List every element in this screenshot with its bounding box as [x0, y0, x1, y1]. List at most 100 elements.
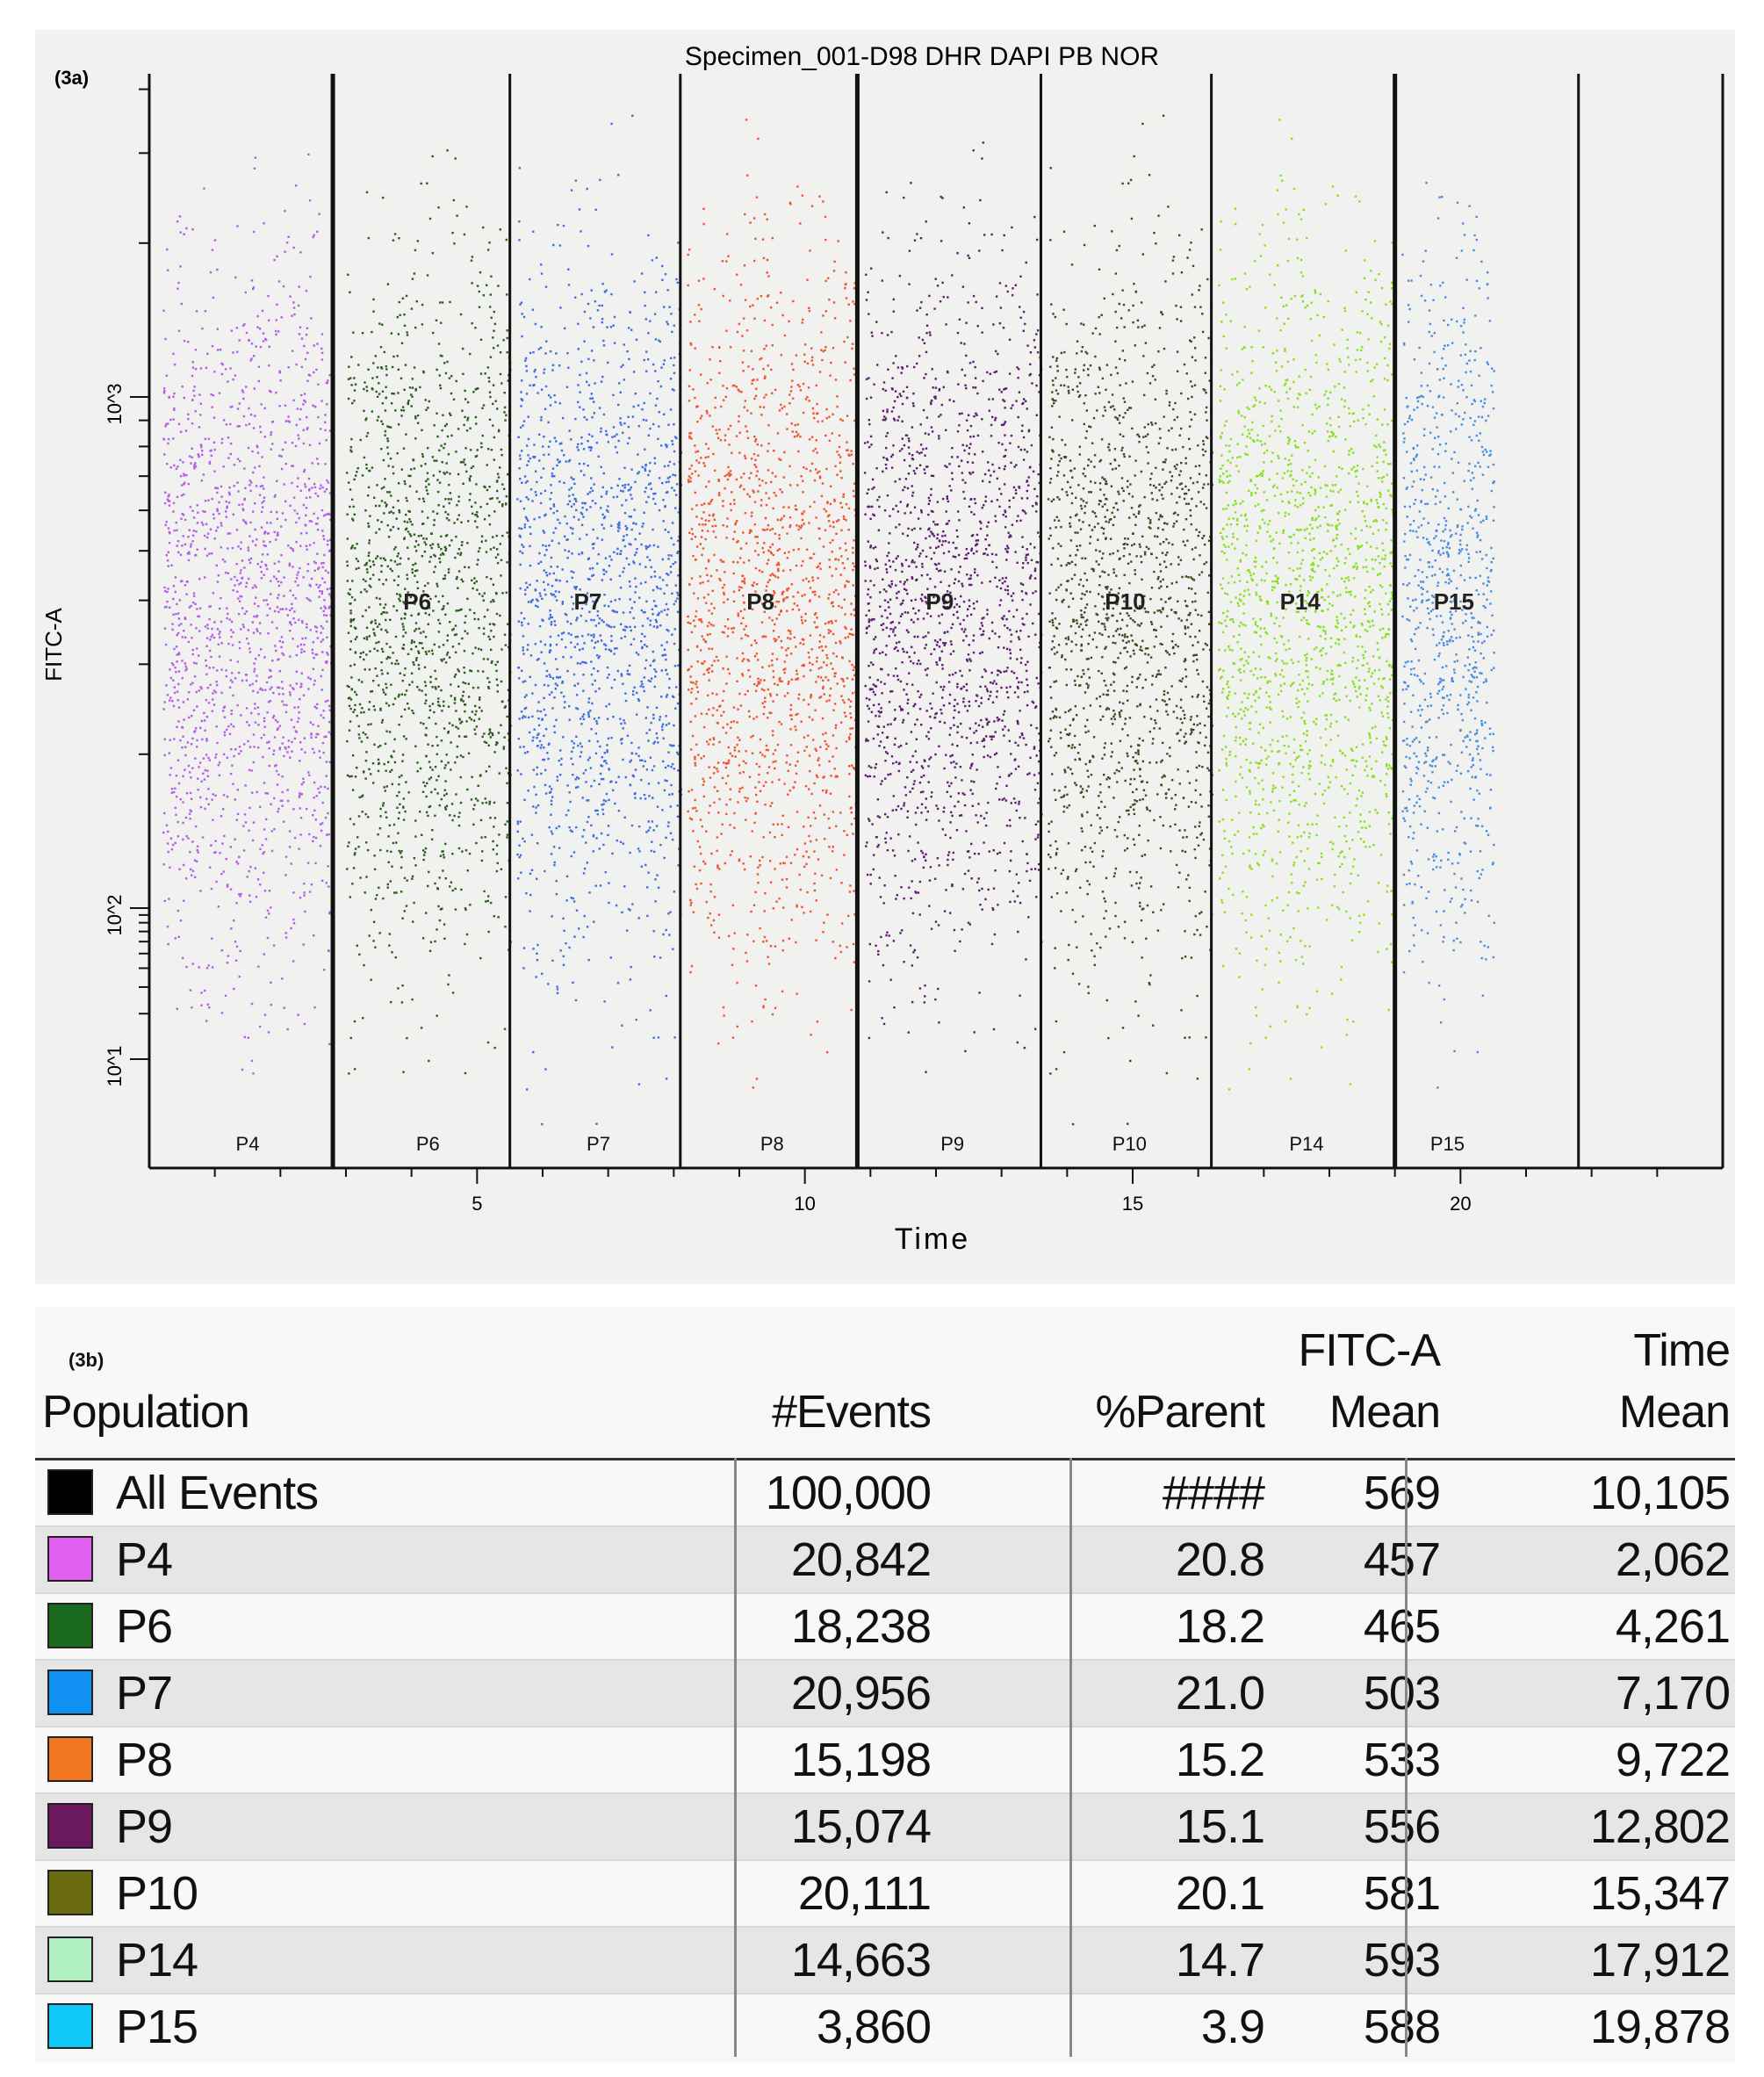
- event-dot: [170, 791, 173, 794]
- event-dot: [385, 631, 389, 634]
- event-dot: [486, 464, 488, 466]
- event-dot: [273, 530, 276, 534]
- event-dot: [401, 406, 405, 408]
- event-dot: [571, 576, 573, 580]
- event-dot: [350, 688, 354, 690]
- event-dot: [548, 651, 551, 653]
- event-dot: [848, 738, 851, 740]
- event-dot: [430, 838, 434, 840]
- event-dot: [425, 486, 428, 488]
- event-dot: [313, 371, 315, 374]
- event-dot: [353, 377, 356, 379]
- event-dot: [318, 750, 320, 753]
- event-dot: [446, 149, 449, 152]
- event-dot: [300, 672, 303, 674]
- event-dot: [557, 518, 559, 521]
- event-dot: [671, 388, 674, 391]
- event-dot: [550, 623, 553, 626]
- event-dot: [624, 699, 628, 703]
- event-dot: [578, 927, 580, 930]
- event-dot: [632, 522, 635, 524]
- event-dot: [618, 382, 621, 385]
- event-dot: [543, 683, 546, 687]
- event-dot: [560, 638, 564, 641]
- event-dot: [544, 728, 548, 731]
- event-dot: [632, 405, 635, 408]
- event-dot: [617, 530, 620, 532]
- event-dot: [194, 368, 198, 371]
- event-dot: [663, 413, 666, 415]
- event-dot: [591, 489, 594, 493]
- event-dot: [445, 534, 449, 537]
- event-dot: [815, 749, 817, 752]
- event-dot: [280, 525, 283, 528]
- event-dot: [414, 417, 417, 420]
- event-dot: [551, 616, 554, 619]
- event-dot: [464, 907, 467, 910]
- event-dot: [458, 811, 461, 814]
- event-dot: [255, 596, 257, 599]
- event-dot: [616, 610, 618, 614]
- event-dot: [380, 487, 384, 490]
- event-dot: [622, 758, 624, 761]
- event-dot: [266, 909, 270, 912]
- event-dot: [566, 784, 569, 787]
- event-dot: [414, 745, 417, 747]
- event-dot: [593, 400, 595, 403]
- event-dot: [364, 381, 366, 384]
- event-dot: [614, 445, 617, 449]
- event-dot: [180, 517, 183, 520]
- event-dot: [373, 634, 377, 637]
- event-dot: [771, 619, 774, 622]
- event-dot: [295, 670, 298, 673]
- event-dot: [454, 556, 457, 559]
- event-dot: [312, 404, 314, 407]
- event-dot: [459, 553, 462, 556]
- event-dot: [237, 671, 241, 674]
- event-dot: [652, 765, 656, 768]
- event-dot: [454, 651, 457, 653]
- event-dot: [449, 621, 451, 624]
- event-dot: [346, 868, 349, 870]
- event-dot: [453, 522, 456, 524]
- event-dot: [255, 345, 257, 348]
- event-dot: [463, 233, 466, 236]
- event-dot: [397, 662, 400, 666]
- event-dot: [448, 544, 451, 547]
- event-dot: [355, 474, 357, 477]
- event-dot: [639, 759, 642, 761]
- event-dot: [434, 940, 436, 943]
- event-dot: [193, 467, 196, 470]
- event-dot: [261, 309, 264, 313]
- event-dot: [194, 349, 198, 351]
- event-dot: [378, 597, 381, 600]
- event-dot: [328, 885, 330, 888]
- event-dot: [440, 658, 443, 661]
- event-dot: [389, 880, 392, 883]
- event-dot: [605, 792, 608, 796]
- event-dot: [316, 343, 319, 345]
- event-dot: [593, 412, 595, 415]
- event-dot: [255, 896, 258, 898]
- event-dot: [305, 496, 308, 500]
- event-dot: [554, 682, 558, 685]
- event-dot: [457, 670, 460, 673]
- event-dot: [302, 777, 305, 780]
- event-dot: [554, 590, 558, 593]
- event-dot: [577, 785, 580, 789]
- event-dot: [486, 1041, 490, 1044]
- event-dot: [208, 552, 211, 555]
- event-dot: [396, 555, 399, 558]
- event-dot: [521, 313, 523, 315]
- event-dot: [380, 500, 384, 502]
- event-dot: [364, 733, 367, 736]
- event-dot: [675, 436, 678, 440]
- event-dot: [618, 478, 621, 480]
- event-dot: [397, 527, 400, 530]
- event-dot: [673, 642, 676, 645]
- event-dot: [346, 564, 349, 567]
- event-dot: [523, 840, 526, 843]
- event-dot: [668, 306, 671, 308]
- event-dot: [435, 722, 437, 725]
- event-dot: [791, 430, 794, 433]
